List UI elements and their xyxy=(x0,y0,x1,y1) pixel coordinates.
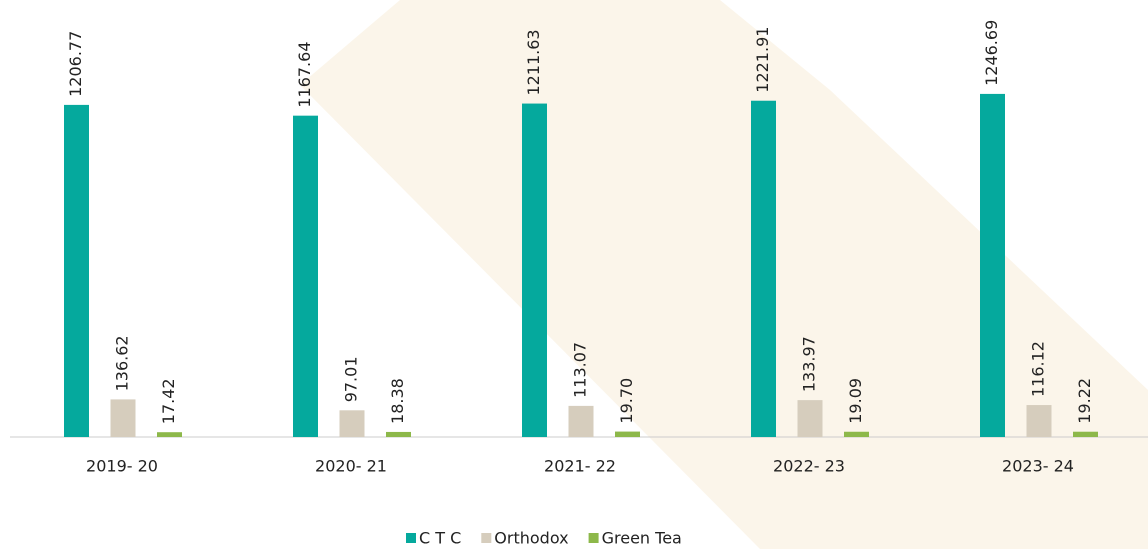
bar xyxy=(568,405,594,437)
bar xyxy=(844,431,869,437)
data-label: 116.12 xyxy=(1029,341,1048,397)
legend-label: Orthodox xyxy=(494,529,568,548)
bar xyxy=(110,399,136,437)
data-label: 1206.77 xyxy=(66,31,85,97)
data-label: 19.70 xyxy=(617,378,636,424)
background-shape xyxy=(300,0,1148,549)
x-tick-label: 2023- 24 xyxy=(1002,457,1074,476)
data-label: 1246.69 xyxy=(982,20,1001,86)
bar xyxy=(339,410,365,437)
data-label: 1211.63 xyxy=(524,29,543,95)
legend-label: C T C xyxy=(419,529,461,548)
data-label: 18.38 xyxy=(388,378,407,424)
legend-swatch xyxy=(588,533,599,543)
x-tick-label: 2020- 21 xyxy=(315,457,387,476)
data-label: 97.01 xyxy=(342,356,361,402)
bar xyxy=(797,400,823,437)
legend-swatch xyxy=(406,533,416,543)
bar xyxy=(1073,431,1098,437)
x-tick-label: 2021- 22 xyxy=(544,457,616,476)
bar xyxy=(522,103,547,438)
bar xyxy=(615,431,640,437)
x-tick-label: 2019- 20 xyxy=(86,457,158,476)
data-label: 136.62 xyxy=(113,335,132,391)
bar xyxy=(293,115,318,438)
data-label: 19.09 xyxy=(846,378,865,424)
data-label: 17.42 xyxy=(159,378,178,424)
x-tick-label: 2022- 23 xyxy=(773,457,845,476)
bar xyxy=(980,93,1005,437)
legend-swatch xyxy=(481,533,492,543)
data-label: 19.22 xyxy=(1075,378,1094,424)
bar xyxy=(64,104,89,437)
bar xyxy=(751,100,776,437)
legend-label: Green Tea xyxy=(602,529,682,548)
data-label: 133.97 xyxy=(800,336,819,392)
data-label: 1167.64 xyxy=(295,41,314,107)
data-label: 113.07 xyxy=(571,342,590,398)
bar xyxy=(1026,405,1052,437)
bar xyxy=(386,431,411,437)
data-label: 1221.91 xyxy=(753,27,772,93)
bar xyxy=(157,432,182,437)
